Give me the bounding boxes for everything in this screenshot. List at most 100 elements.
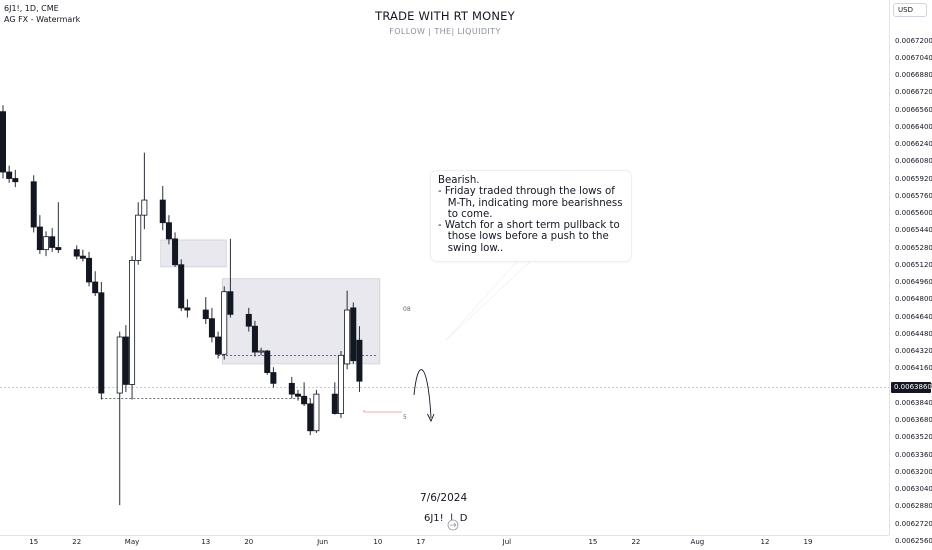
price-tick: 0.0063200 [895, 467, 932, 476]
candle-body-down [12, 178, 19, 183]
candle[interactable] [122, 325, 129, 392]
price-tick: 0.0065120 [895, 260, 932, 269]
candle[interactable] [165, 215, 172, 245]
price-tick: 0.0065760 [895, 191, 932, 200]
candle[interactable] [215, 331, 222, 359]
price-tick: 0.0064480 [895, 329, 932, 338]
candle[interactable] [337, 351, 344, 418]
candle-body-up [258, 350, 265, 353]
candle[interactable] [202, 297, 209, 325]
time-axis[interactable] [0, 535, 889, 550]
candle[interactable] [350, 302, 357, 364]
level-note: 08 [403, 306, 411, 313]
candle[interactable] [258, 347, 265, 356]
analysis-callout[interactable]: Bearish. - Friday traded through the low… [431, 171, 631, 261]
candle[interactable] [98, 282, 105, 400]
watermark-subtitle: FOLLOW | THE| LIQUIDITY [389, 27, 501, 36]
time-tick: Jul [502, 538, 512, 546]
candle[interactable] [172, 232, 179, 267]
price-tick: 0.0065600 [895, 209, 932, 217]
candle-body-up [135, 214, 142, 261]
candle[interactable] [307, 398, 314, 436]
candle[interactable] [270, 367, 277, 388]
candle[interactable] [313, 389, 320, 433]
price-tick: 0.0064160 [895, 364, 932, 373]
bottom-separator: | [446, 513, 457, 524]
candle-body-down [98, 292, 105, 394]
price-tick: 0.0063360 [895, 450, 932, 459]
time-tick: 12 [760, 538, 770, 546]
candle[interactable] [73, 245, 80, 260]
price-tick: 0.0063040 [895, 485, 932, 493]
candle-body-down [49, 236, 56, 248]
candle[interactable] [12, 169, 19, 188]
bottom-symbol-text: 6J1! [424, 513, 444, 524]
candle[interactable] [356, 326, 363, 392]
candle[interactable] [245, 307, 252, 332]
watermark-title: TRADE WITH RT MONEY [375, 9, 515, 23]
candle[interactable] [178, 259, 185, 312]
candle[interactable] [43, 231, 50, 257]
candle[interactable] [6, 165, 13, 183]
candle[interactable] [184, 299, 191, 318]
time-tick: 22 [631, 538, 641, 546]
zone-rect[interactable] [160, 239, 227, 268]
candle-body-up [43, 236, 50, 251]
callout-line: those lows before a push to the [438, 231, 609, 243]
candle-body-down [178, 264, 185, 309]
candle[interactable] [0, 105, 6, 179]
low-note: 5 [403, 414, 407, 421]
candle[interactable] [344, 290, 351, 370]
price-tick: 0.0065440 [895, 226, 932, 235]
candle[interactable] [227, 238, 234, 318]
time-tick: Jun [317, 538, 328, 546]
candle[interactable] [36, 215, 43, 254]
replay-icon[interactable] [446, 519, 460, 531]
snapshot-date: 7/6/2024 [420, 492, 468, 504]
candle[interactable] [301, 382, 308, 406]
watermark-label: AG FX - Watermark [4, 15, 81, 24]
candle[interactable] [264, 349, 271, 375]
time-tick: 19 [803, 538, 813, 546]
candle-body-down [202, 309, 209, 320]
candle[interactable] [92, 271, 99, 297]
symbol-label[interactable]: 6J1!, 1D, CME [4, 4, 59, 13]
price-tick: 0.0066560 [895, 105, 932, 114]
candle[interactable] [79, 249, 86, 262]
candle-body-down [215, 336, 222, 355]
candle-body-down [288, 382, 295, 395]
candle[interactable] [221, 286, 228, 360]
candle[interactable] [129, 256, 136, 400]
candle[interactable] [86, 251, 93, 287]
candle[interactable] [55, 202, 62, 253]
time-tick: 17 [416, 538, 426, 546]
time-tick: 13 [201, 538, 211, 546]
candle-body-down [0, 111, 6, 173]
price-tick: 0.0062880 [895, 502, 932, 511]
candle[interactable] [49, 228, 56, 252]
candle-body-up [313, 393, 320, 432]
candle[interactable] [288, 376, 295, 399]
currency-button[interactable]: USD [893, 3, 927, 17]
candle-body-up [221, 291, 228, 355]
price-tick: 0.0066880 [895, 71, 932, 79]
candle[interactable] [331, 382, 338, 415]
price-tick: 0.0066400 [895, 122, 932, 131]
chart-area[interactable] [0, 0, 889, 535]
candle[interactable] [116, 331, 123, 506]
candle-body-up [141, 199, 148, 216]
price-tick: 0.0064800 [895, 295, 932, 304]
candle[interactable] [30, 175, 37, 233]
time-tick: 10 [373, 538, 383, 546]
candle[interactable] [135, 202, 142, 265]
candle[interactable] [294, 389, 301, 401]
candle-body-down [350, 307, 357, 362]
candle[interactable] [159, 186, 166, 231]
candle-body-down [208, 318, 215, 338]
time-tick: May [124, 538, 140, 546]
price-axis[interactable] [889, 0, 932, 535]
candle[interactable] [208, 307, 215, 343]
candle[interactable] [251, 320, 258, 357]
candle[interactable] [141, 152, 148, 230]
candle-body-down [356, 339, 363, 382]
